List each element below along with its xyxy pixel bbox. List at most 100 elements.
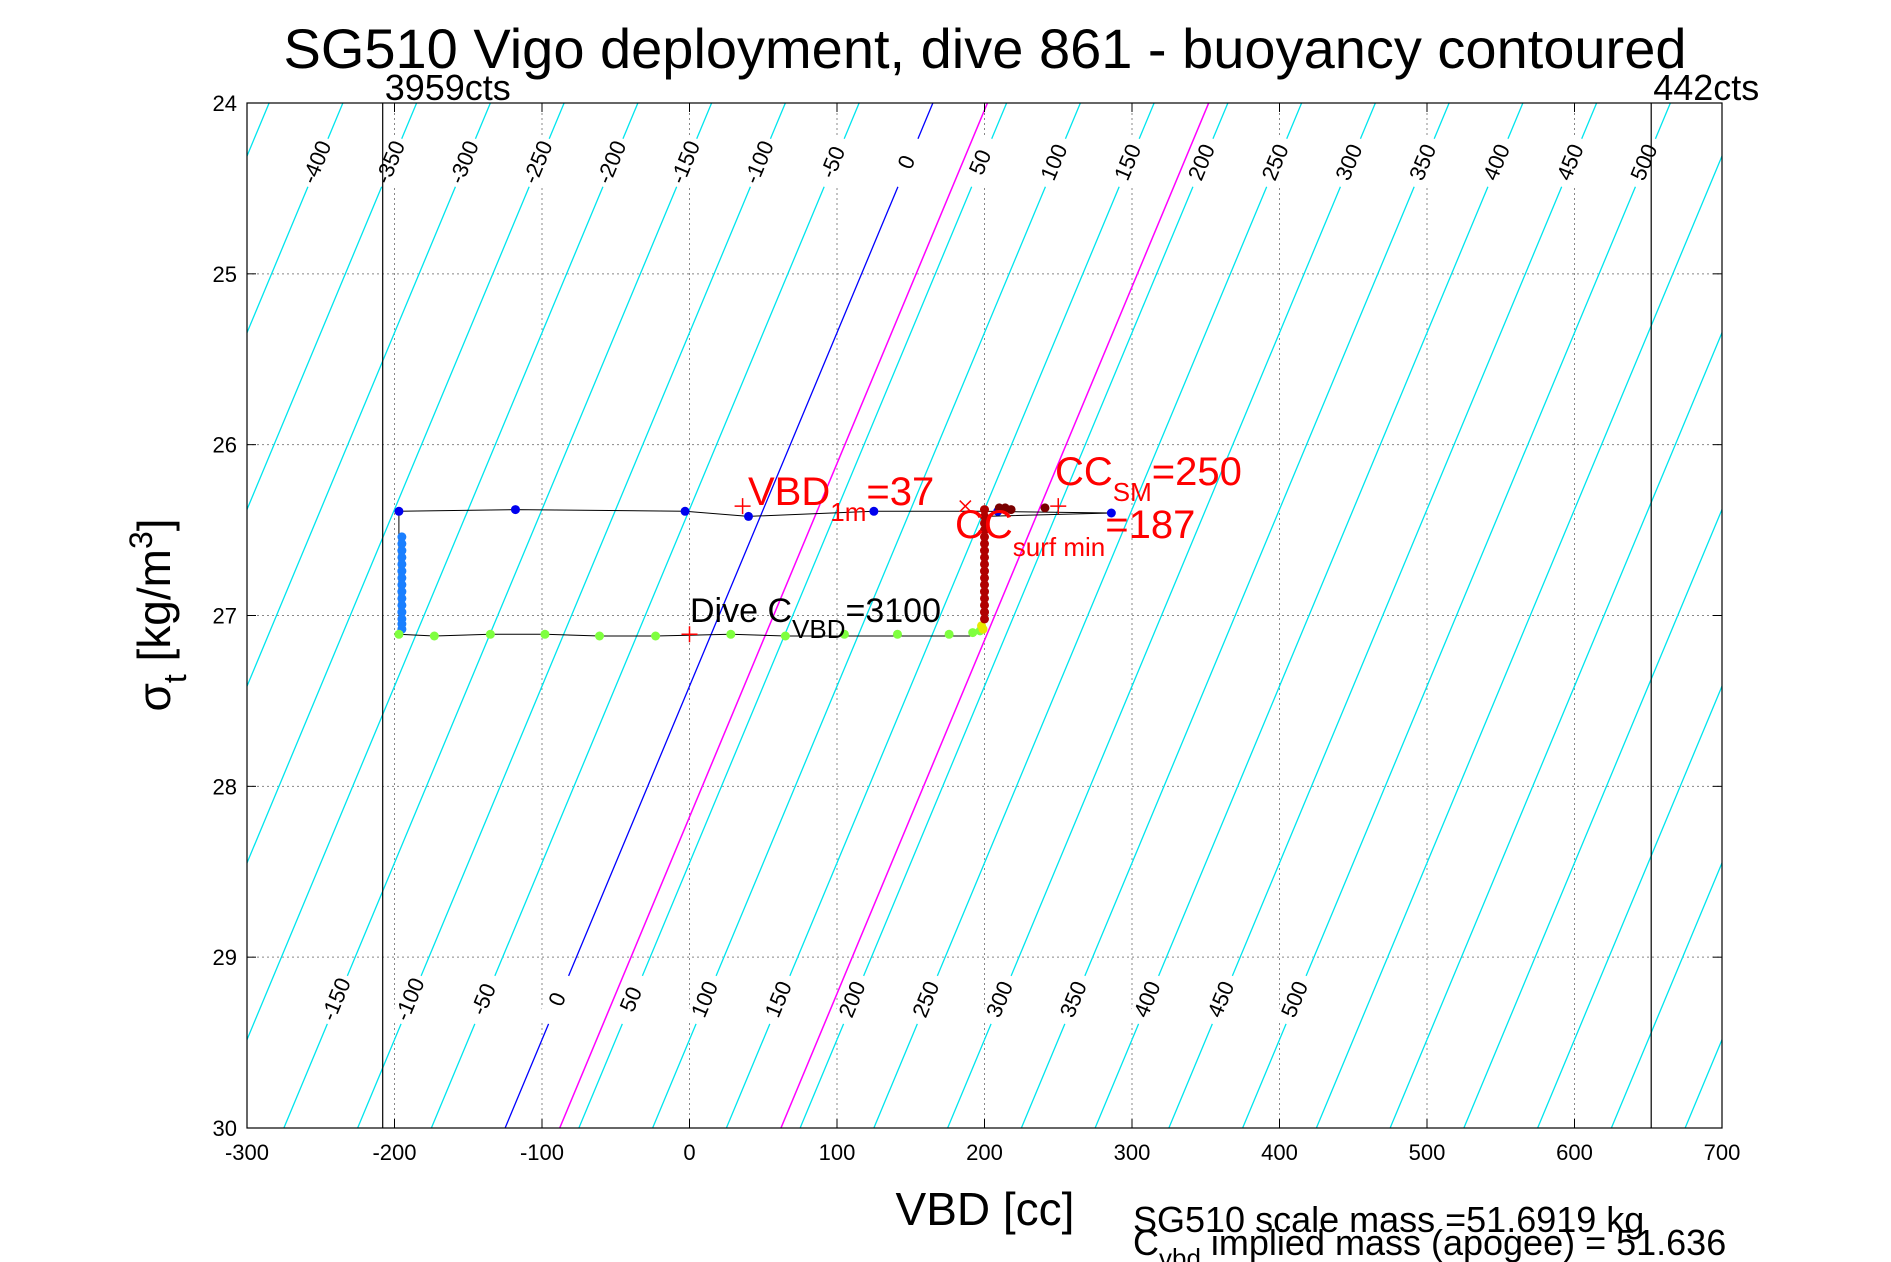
apogee-point	[397, 559, 407, 569]
annotation-cc-surf-min-base: CC	[955, 503, 1013, 547]
y-axis-label-sub: t	[157, 674, 193, 683]
reference-markers	[681, 498, 1067, 643]
contour-line	[1242, 103, 1671, 1128]
dive-path	[398, 509, 1112, 637]
vbd-limit-label: 3959cts	[385, 67, 511, 108]
x-tick-label: -300	[225, 1140, 269, 1165]
x-tick-label: 300	[1114, 1140, 1151, 1165]
x-ticks: -300 -200 -100 0 100 200 300 400 500 600 700	[225, 103, 1740, 1165]
y-tick-label: 28	[213, 774, 237, 799]
surface-point	[980, 559, 989, 569]
annotation-dive-c-vbd-sub: VBD	[792, 614, 845, 644]
contour-label-bg	[886, 134, 930, 192]
contour-line	[247, 103, 418, 512]
annotation-cc-surf-min: CCsurf min=187	[955, 503, 1195, 562]
plus-marker	[734, 498, 751, 515]
contour-label-bg	[685, 971, 728, 1029]
contour-line	[1315, 154, 1722, 1128]
apogee-point	[397, 546, 407, 556]
contour-line	[799, 103, 1229, 1128]
climb-point	[839, 629, 849, 639]
contour-label-bg	[1034, 134, 1077, 192]
dive-path-line	[398, 509, 1112, 637]
chart-title: SG510 Vigo deployment, dive 861 - buoyan…	[283, 17, 1686, 80]
contour-label-bg	[1201, 971, 1244, 1029]
apogee-point	[397, 600, 407, 610]
surface-point	[980, 511, 989, 521]
footer-implied-mass: Cvbd implied mass (apogee) = 51.636	[1133, 1222, 1726, 1262]
contour-label-bg	[390, 971, 433, 1029]
annotation-cc-sm-sub: SM	[1113, 477, 1152, 507]
contour-label-bg	[591, 134, 635, 192]
climb-point	[540, 629, 550, 639]
climb-point	[892, 629, 902, 639]
climb-point	[968, 628, 978, 638]
climb-end-point	[978, 624, 988, 634]
annotation-dive-c-vbd: Dive CVBD=3100	[690, 592, 941, 644]
contour-label-bg	[813, 134, 856, 192]
surface-end-point	[1006, 505, 1016, 515]
x-tick-label: 200	[966, 1140, 1003, 1165]
y-tick-label: 30	[213, 1116, 237, 1141]
plus-marker	[1050, 498, 1067, 515]
contour-line	[1389, 331, 1722, 1128]
contour-label-bg	[1053, 971, 1096, 1029]
contour-label-bg	[1624, 134, 1667, 192]
climb-point	[726, 629, 736, 639]
surface-point	[980, 532, 989, 542]
apogee-point	[397, 552, 407, 562]
apogee-point	[397, 573, 407, 583]
apogee-point	[397, 532, 407, 542]
contour-line	[1094, 103, 1524, 1128]
contour-label-bg	[758, 971, 801, 1029]
contour-label-bg	[980, 971, 1023, 1029]
annotation-dive-c-vbd-base: Dive C	[690, 592, 792, 630]
contour-label-bg	[832, 971, 875, 1029]
contour-label-bg	[537, 971, 580, 1029]
apogee-point	[397, 593, 407, 603]
surface-end-point	[1040, 503, 1050, 513]
climb-point	[944, 629, 954, 639]
descent-point	[394, 506, 404, 516]
climb-point	[780, 631, 790, 641]
contour-label-bg	[518, 134, 561, 192]
plus-marker	[681, 626, 698, 643]
contour-line	[873, 103, 1303, 1128]
annotation-vbd-1m-sub: 1m	[830, 497, 866, 527]
contour-label-bg	[665, 134, 708, 192]
contour-label-bg	[1255, 134, 1298, 192]
contour-line	[1020, 103, 1450, 1128]
surface-point	[980, 552, 989, 562]
contour-label-bg	[296, 134, 340, 192]
contour-label-bg	[739, 134, 782, 192]
annotation-vbd-1m-base: VBD	[748, 470, 830, 514]
contour-label-bg	[463, 971, 506, 1029]
contour-line	[247, 103, 639, 1042]
y-axis-label-close: ]	[128, 518, 180, 531]
surface-point	[980, 505, 989, 515]
contour-line	[247, 103, 565, 865]
x-tick-label: 700	[1704, 1140, 1741, 1165]
footer-scale-mass: SG510 scale mass =51.6919 kg	[1133, 1199, 1644, 1240]
x-tick-label: -100	[520, 1140, 564, 1165]
contour-line	[652, 103, 1081, 1128]
vbd-limit-lines: 3959cts 442cts	[382, 67, 1759, 1128]
contour-line	[1168, 103, 1598, 1128]
contour-line	[578, 103, 1008, 1128]
y-axis-label-sup: 3	[123, 531, 159, 549]
apogee-point	[397, 580, 407, 590]
apogee-point	[397, 566, 407, 576]
climb-point	[651, 631, 661, 641]
annotation-cc-sm-value: =250	[1152, 450, 1242, 494]
apogee-point	[397, 587, 407, 597]
x-tick-label: 0	[683, 1140, 695, 1165]
surface-point	[980, 525, 989, 535]
y-axis-label: σt [kg/m3]	[123, 518, 193, 711]
cross-marker	[959, 500, 972, 513]
data-points	[394, 503, 1116, 641]
footer-implied-mass-base: C	[1133, 1222, 1159, 1262]
contour-label-bg	[1181, 134, 1225, 192]
y-tick-label: 26	[213, 433, 237, 458]
contour-line-highlight	[780, 103, 1210, 1128]
surface-point	[980, 546, 989, 556]
